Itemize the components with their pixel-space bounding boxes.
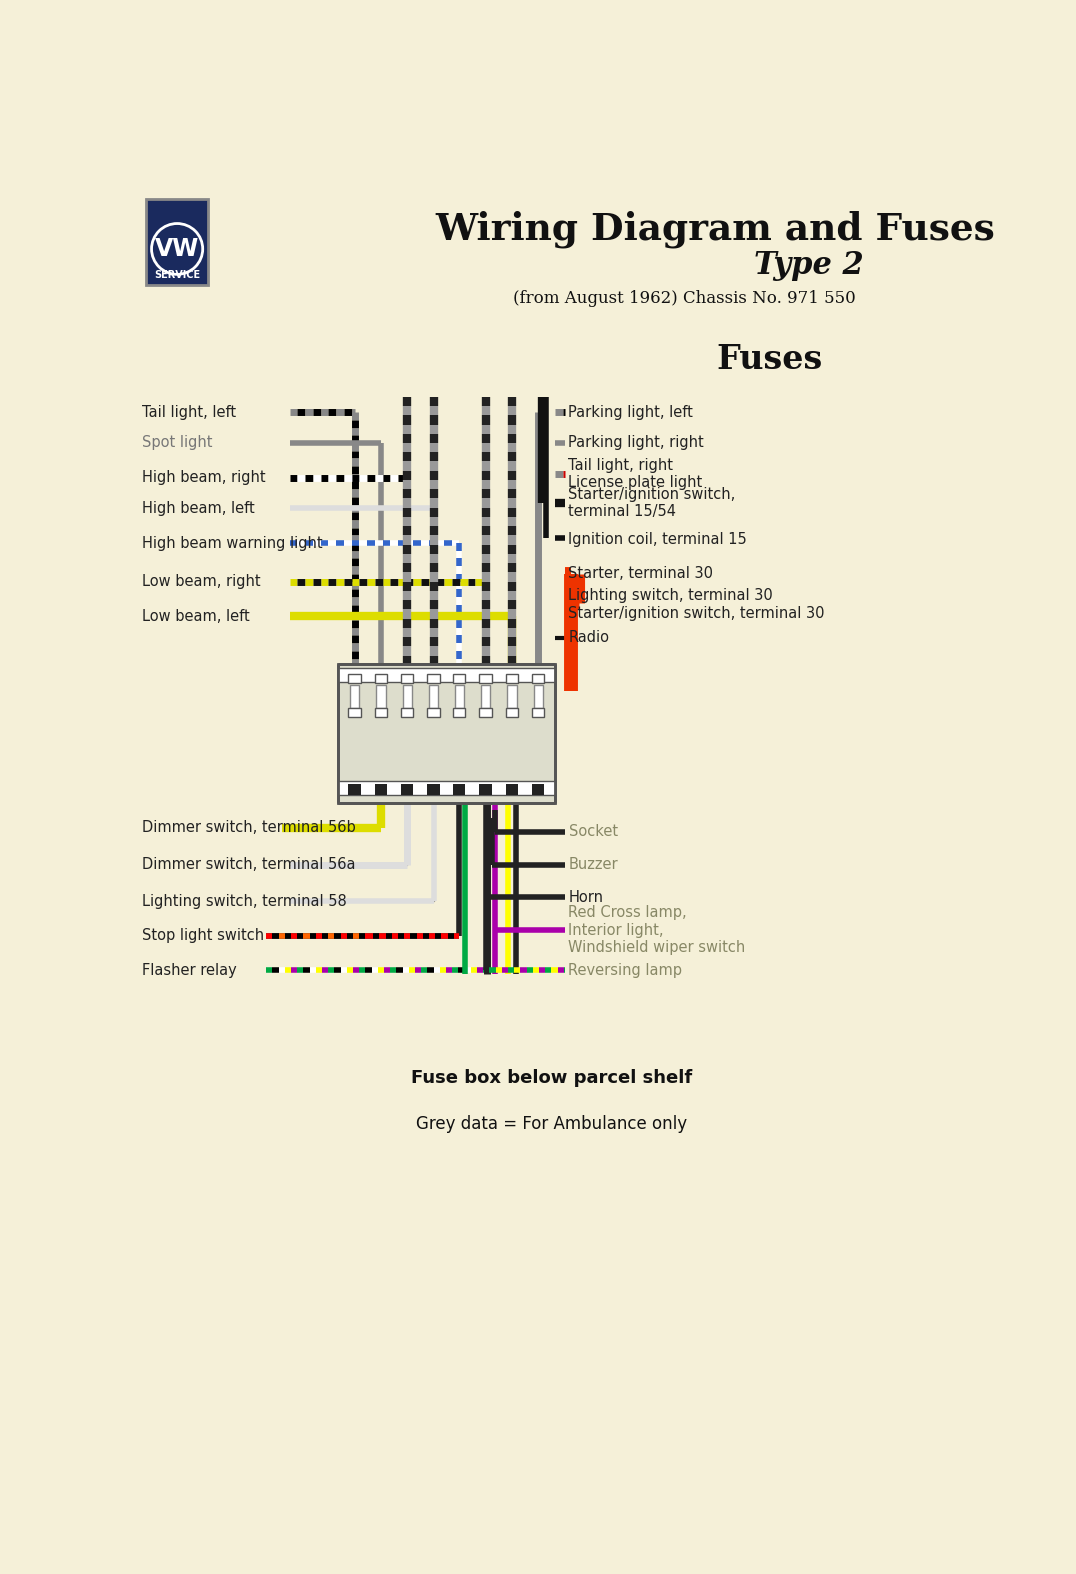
Text: High beam, right: High beam, right (142, 471, 266, 485)
Text: Low beam, left: Low beam, left (142, 609, 250, 623)
Text: Low beam, right: Low beam, right (142, 575, 260, 589)
Text: Ignition coil, terminal 15: Ignition coil, terminal 15 (568, 532, 747, 546)
Bar (377, 685, 385, 708)
Text: Buzzer: Buzzer (568, 858, 618, 872)
Text: Starter/ignition switch,
terminal 15/54: Starter/ignition switch, terminal 15/54 (568, 486, 736, 519)
Bar (349, 708, 360, 718)
Text: Dimmer switch, terminal 56b: Dimmer switch, terminal 56b (142, 820, 356, 836)
Bar (453, 784, 466, 795)
Bar (349, 674, 360, 683)
Text: Parking light, right: Parking light, right (568, 436, 705, 450)
Bar (146, 198, 208, 285)
Bar (374, 784, 387, 795)
Bar (427, 674, 440, 683)
Bar (480, 784, 492, 795)
Bar (506, 674, 519, 683)
Text: Horn: Horn (568, 889, 604, 905)
Text: Red Cross lamp,
Interior light,
Windshield wiper switch: Red Cross lamp, Interior light, Windshie… (568, 905, 746, 955)
Bar (481, 685, 491, 708)
Text: Flasher relay: Flasher relay (142, 963, 237, 977)
Text: (from August 1962) Chassis No. 971 550: (from August 1962) Chassis No. 971 550 (513, 291, 856, 307)
Text: VW: VW (155, 238, 199, 261)
Bar (338, 781, 555, 795)
Text: SERVICE: SERVICE (154, 271, 200, 280)
Text: Tail light, left: Tail light, left (142, 405, 237, 420)
Bar (506, 784, 519, 795)
Bar (338, 667, 555, 682)
Bar (401, 784, 413, 795)
Bar (427, 784, 440, 795)
Bar (507, 685, 516, 708)
Bar (427, 708, 440, 718)
Text: Lighting switch, terminal 58: Lighting switch, terminal 58 (142, 894, 346, 908)
Bar (480, 708, 492, 718)
Bar (453, 708, 466, 718)
Text: Stop light switch: Stop light switch (142, 929, 265, 943)
Text: High beam, left: High beam, left (142, 501, 255, 516)
Text: Grey data = For Ambulance only: Grey data = For Ambulance only (416, 1116, 686, 1133)
Circle shape (153, 225, 202, 274)
Text: Lighting switch, terminal 30
Starter/ignition switch, terminal 30: Lighting switch, terminal 30 Starter/ign… (568, 589, 825, 620)
Text: Socket: Socket (568, 825, 618, 839)
Text: Reversing lamp: Reversing lamp (568, 963, 682, 977)
Text: Fuses: Fuses (717, 343, 823, 376)
Bar (534, 685, 543, 708)
Text: Spot light: Spot light (142, 436, 213, 450)
Bar (401, 708, 413, 718)
Text: Fuse box below parcel shelf: Fuse box below parcel shelf (411, 1069, 692, 1088)
Text: Radio: Radio (568, 630, 609, 645)
Text: Type 2: Type 2 (754, 250, 864, 282)
Bar (480, 674, 492, 683)
Text: Parking light, left: Parking light, left (568, 405, 693, 420)
Bar (374, 708, 387, 718)
Text: Wiring Diagram and Fuses: Wiring Diagram and Fuses (436, 211, 995, 247)
Text: Tail light, right
License plate light: Tail light, right License plate light (568, 458, 703, 490)
Bar (532, 674, 544, 683)
Bar (338, 664, 555, 803)
Text: Dimmer switch, terminal 56a: Dimmer switch, terminal 56a (142, 858, 356, 872)
Bar (402, 685, 412, 708)
Bar (374, 674, 387, 683)
Text: High beam warning light: High beam warning light (142, 535, 323, 551)
Bar (532, 784, 544, 795)
Text: Starter, terminal 30: Starter, terminal 30 (568, 567, 713, 581)
Bar (453, 674, 466, 683)
Bar (350, 685, 359, 708)
Bar (401, 674, 413, 683)
Bar (532, 708, 544, 718)
Bar (429, 685, 438, 708)
Bar (454, 685, 464, 708)
Bar (349, 784, 360, 795)
Bar (506, 708, 519, 718)
